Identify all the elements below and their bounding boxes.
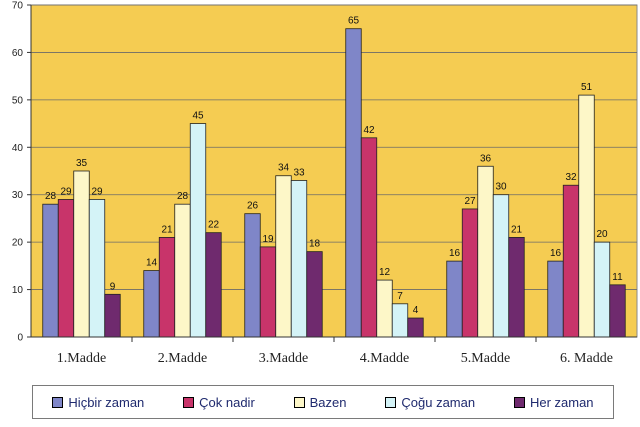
- data-label: 27: [464, 196, 476, 207]
- data-label: 35: [76, 158, 88, 169]
- data-label: 28: [45, 191, 57, 202]
- data-label: 34: [278, 163, 290, 174]
- bar: [205, 232, 222, 338]
- data-label: 51: [581, 82, 593, 93]
- bar: [508, 236, 525, 338]
- data-label: 26: [247, 201, 259, 212]
- plot-area: [30, 4, 638, 338]
- y-tick-label: 70: [12, 1, 24, 12]
- data-label: 21: [511, 224, 523, 235]
- data-label: 16: [550, 248, 562, 259]
- y-tick-label: 50: [12, 95, 24, 106]
- data-label: 29: [91, 186, 103, 197]
- data-label: 30: [495, 182, 507, 193]
- data-label: 36: [480, 153, 492, 164]
- data-label: 20: [596, 229, 608, 240]
- bar: [593, 241, 611, 338]
- bar: [244, 213, 261, 338]
- data-label: 65: [348, 16, 360, 27]
- legend-label: Her zaman: [529, 394, 594, 410]
- data-label: 28: [177, 191, 189, 202]
- bar: [306, 251, 323, 338]
- y-tick-label: 30: [12, 190, 24, 201]
- data-label: 32: [565, 172, 577, 183]
- data-label: 29: [60, 186, 72, 197]
- bar: [189, 123, 207, 338]
- legend-swatch: [385, 396, 397, 408]
- legend-item: Bazen: [293, 394, 347, 410]
- bar: [42, 203, 59, 338]
- y-tick-label: 10: [12, 285, 24, 296]
- legend-label: Çok nadir: [199, 394, 255, 410]
- data-label: 11: [612, 272, 623, 283]
- bar: [391, 303, 409, 338]
- bar: [259, 246, 277, 338]
- data-label: 33: [293, 167, 305, 178]
- bar: [562, 184, 580, 338]
- bar: [158, 236, 176, 338]
- chart-legend: Hiçbir zaman Çok nadir Bazen Çoğu zaman Her …: [32, 385, 614, 419]
- legend-item: Hiçbir zaman: [52, 395, 144, 410]
- bar: [461, 208, 479, 338]
- data-label: 21: [161, 224, 173, 235]
- bar: [376, 279, 393, 338]
- legend-label: Bazen: [309, 394, 347, 410]
- data-label: 45: [192, 111, 204, 122]
- data-label: 18: [309, 239, 321, 250]
- bar: [360, 137, 378, 338]
- legend-label: Çoğu zaman: [401, 394, 476, 410]
- legend-swatch: [183, 396, 195, 408]
- bar: [275, 175, 292, 338]
- x-tick-label: 4.Madde: [360, 351, 409, 366]
- legend-item: Çoğu zaman: [385, 395, 475, 410]
- legend-swatch: [513, 396, 525, 408]
- bar: [345, 28, 362, 338]
- bar: [57, 199, 75, 338]
- legend-swatch: [293, 396, 305, 408]
- x-tick-label: 6. Madde: [560, 351, 613, 366]
- data-label: 14: [146, 258, 158, 269]
- bar: [104, 293, 121, 338]
- x-tick-label: 3.Madde: [259, 351, 308, 366]
- bar: [174, 203, 191, 338]
- bar: [578, 94, 595, 338]
- x-tick-label: 1.Madde: [57, 351, 106, 366]
- x-tick-label: 2.Madde: [158, 351, 207, 366]
- data-label: 19: [262, 234, 274, 245]
- bar: [477, 165, 494, 338]
- bar: [446, 260, 463, 338]
- y-tick-label: 0: [17, 333, 23, 344]
- y-tick-label: 60: [12, 48, 24, 59]
- bar: [407, 317, 424, 338]
- bar: [547, 260, 564, 338]
- bar: [143, 270, 160, 338]
- y-tick-label: 20: [12, 238, 24, 249]
- bar: [73, 170, 90, 338]
- bar: [609, 284, 626, 338]
- legend-label: Hiçbir zaman: [68, 394, 145, 410]
- data-label: 12: [379, 267, 391, 278]
- y-tick-label: 40: [12, 143, 24, 154]
- data-label: 4: [413, 305, 419, 316]
- x-tick-label: 5.Madde: [461, 351, 510, 366]
- data-label: 9: [110, 281, 116, 292]
- bar: [88, 199, 106, 338]
- bar: [290, 180, 308, 338]
- bar: [492, 194, 510, 338]
- data-label: 42: [363, 125, 375, 136]
- data-label: 22: [208, 220, 220, 231]
- data-label: 16: [449, 248, 461, 259]
- legend-swatch: [52, 396, 64, 408]
- data-label: 7: [397, 291, 403, 302]
- legend-item: Çok nadir: [183, 395, 255, 410]
- legend-item: Her zaman: [513, 394, 594, 410]
